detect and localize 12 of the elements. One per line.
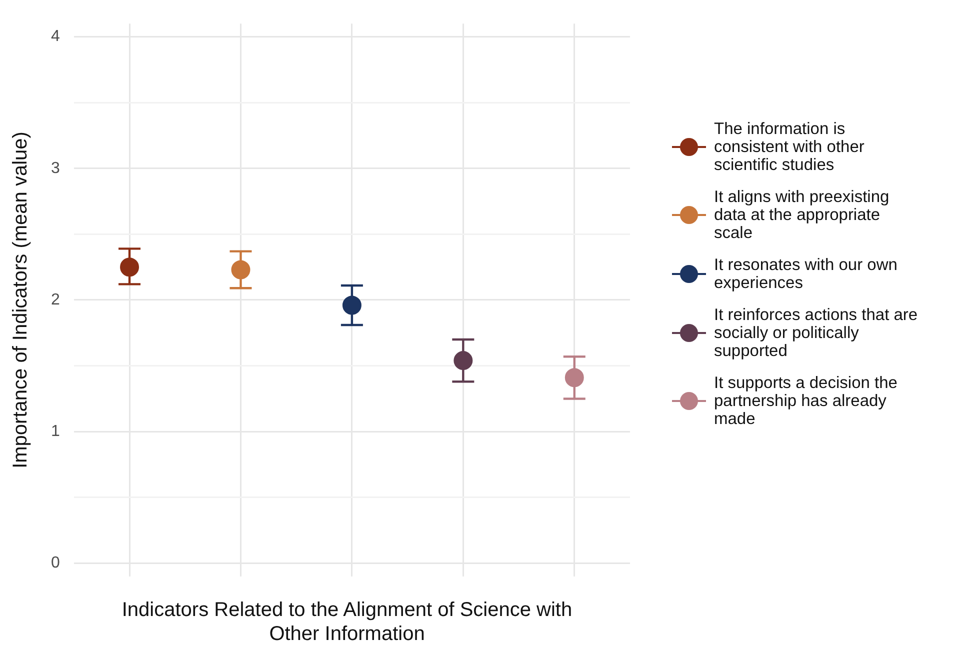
y-tick-label: 3 [50, 160, 60, 177]
y-axis-title: Importance of Indicators (mean value) [10, 132, 32, 468]
legend-label: The information is consistent with other scientific studies [714, 120, 866, 174]
y-tick-label: 2 [50, 291, 60, 308]
legend-label: It aligns with preexisting data at the appropriate scale [714, 188, 890, 242]
y-tick-label: 0 [50, 554, 60, 572]
y-tick-label: 1 [50, 423, 60, 440]
x-axis-title: Indicators Related to the Alignment of Science with Other Information [120, 598, 574, 646]
legend-label: It supports a decision the partnership has already made [714, 374, 898, 428]
legend-label: It reinforces actions that are socially or politically supported [714, 306, 919, 360]
y-tick-label: 4 [50, 28, 60, 46]
legend-label: It resonates with our own experiences [714, 256, 898, 292]
